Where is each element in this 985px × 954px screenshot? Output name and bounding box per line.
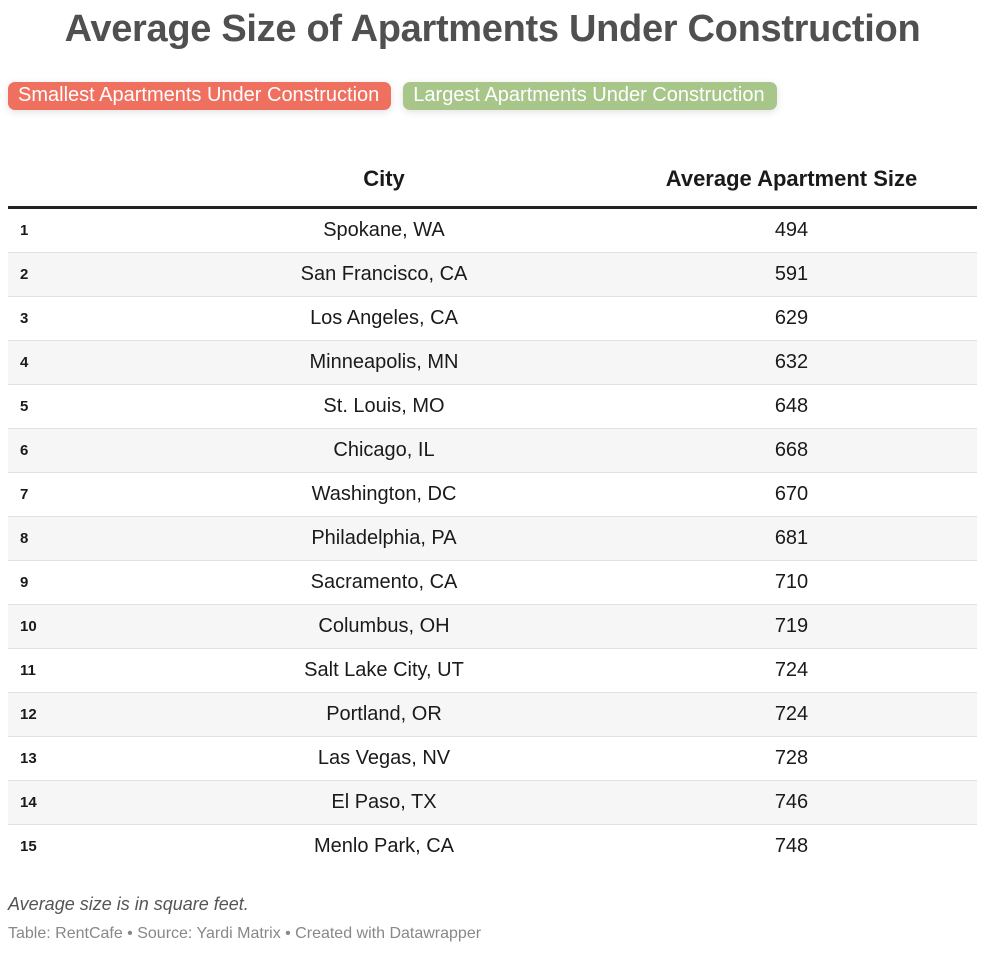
city-cell: Las Vegas, NV: [162, 736, 606, 781]
city-cell: Philadelphia, PA: [162, 516, 606, 561]
table-row: 14 El Paso, TX 746: [8, 780, 977, 825]
apartment-size-table: City Average Apartment Size 1 Spokane, WA…: [8, 152, 977, 868]
rank-cell: 15: [20, 838, 37, 855]
size-cell: 670: [606, 472, 977, 517]
size-cell: 719: [606, 604, 977, 649]
table-row: 13 Las Vegas, NV 728: [8, 736, 977, 781]
legend-largest: Largest Apartments Under Construction: [403, 82, 777, 110]
city-cell: Columbus, OH: [162, 604, 606, 649]
size-cell: 748: [774, 835, 809, 857]
rank-cell: 10: [8, 604, 162, 649]
table-row: 5 St. Louis, MO 648: [8, 384, 977, 429]
rank-cell: 7: [8, 472, 162, 517]
rank-cell: 11: [8, 648, 162, 693]
city-cell: San Francisco, CA: [162, 252, 606, 297]
table-row: 2 San Francisco, CA 591: [8, 252, 977, 297]
table-header-row: City Average Apartment Size: [8, 152, 977, 209]
legend-smallest: Smallest Apartments Under Construction: [8, 82, 392, 110]
table-row: 3 Los Angeles, CA 629: [8, 296, 977, 341]
city-cell: Portland, OR: [162, 692, 606, 737]
city-cell: El Paso, TX: [162, 780, 606, 825]
rank-cell: 8: [8, 516, 162, 561]
table-notes: Average size is in square feet.: [8, 894, 249, 914]
table-row: 9 Sacramento, CA 710: [8, 560, 977, 605]
rank-cell: 2: [8, 252, 162, 297]
size-cell: 632: [606, 340, 977, 385]
table-row: 10 Columbus, OH 719: [8, 604, 977, 649]
city-cell: Washington, DC: [162, 472, 606, 517]
size-cell: 746: [606, 780, 977, 825]
size-cell: 668: [606, 428, 977, 473]
size-cell: 710: [606, 560, 977, 605]
city-cell: Chicago, IL: [162, 428, 606, 473]
table-row: 8 Philadelphia, PA 681: [8, 516, 977, 561]
header-rank: [8, 152, 162, 209]
rank-cell: 5: [8, 384, 162, 429]
city-cell: Spokane, WA: [162, 207, 606, 253]
table-row: 7 Washington, DC 670: [8, 472, 977, 517]
rank-cell: 6: [8, 428, 162, 473]
city-cell: St. Louis, MO: [162, 384, 606, 429]
rank-cell: 3: [8, 296, 162, 341]
table-row: 6 Chicago, IL 668: [8, 428, 977, 473]
rank-cell: 14: [8, 780, 162, 825]
city-cell: Menlo Park, CA: [313, 835, 455, 857]
rank-cell: 4: [8, 340, 162, 385]
header-city: City: [162, 152, 606, 209]
city-cell: Salt Lake City, UT: [162, 648, 606, 693]
size-cell: 724: [606, 648, 977, 693]
rank-cell: 9: [8, 560, 162, 605]
rank-cell: 12: [8, 692, 162, 737]
page-title: Average Size of Apartments Under Constru…: [64, 8, 921, 50]
table-row: 1 Spokane, WA 494: [8, 207, 977, 253]
size-cell: 681: [606, 516, 977, 561]
size-cell: 724: [606, 692, 977, 737]
size-cell: 648: [606, 384, 977, 429]
table-row: 12 Portland, OR 724: [8, 692, 977, 737]
size-cell: 591: [606, 252, 977, 297]
city-cell: Sacramento, CA: [162, 560, 606, 605]
size-cell: 494: [606, 207, 977, 253]
size-cell: 728: [606, 736, 977, 781]
byline: Table: RentCafe • Source: Yardi Matrix •…: [8, 925, 482, 942]
city-cell: Los Angeles, CA: [162, 296, 606, 341]
size-cell: 629: [606, 296, 977, 341]
table-row: 4 Minneapolis, MN 632: [8, 340, 977, 385]
city-cell: Minneapolis, MN: [162, 340, 606, 385]
table-row: 11 Salt Lake City, UT 724: [8, 648, 977, 693]
legend: Smallest Apartments Under Construction L…: [8, 82, 777, 110]
header-size: Average Apartment Size: [606, 152, 977, 209]
rank-cell: 1: [8, 207, 162, 253]
table-row: 15 Menlo Park, CA 748: [8, 825, 977, 869]
rank-cell: 13: [8, 736, 162, 781]
